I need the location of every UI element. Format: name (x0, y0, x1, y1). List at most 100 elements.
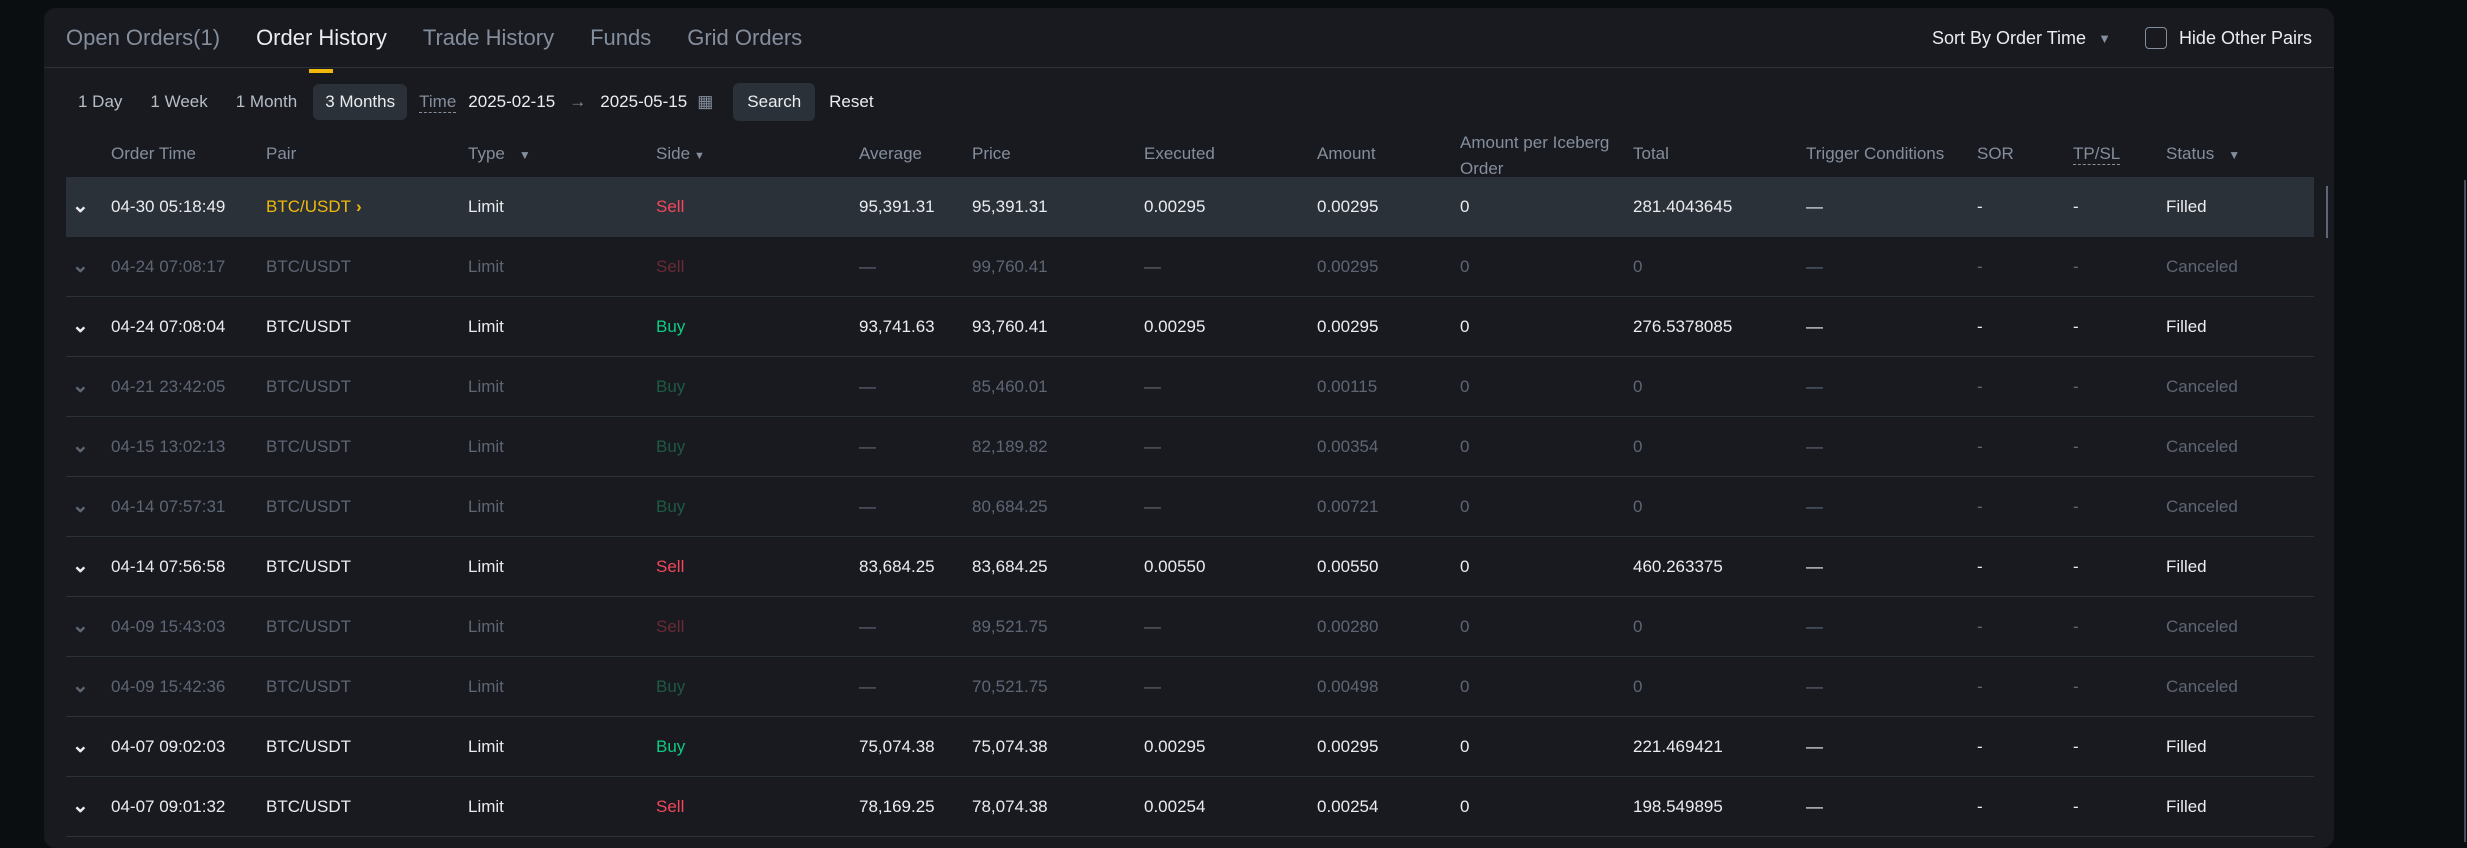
calendar-icon[interactable]: ▦ (697, 92, 714, 111)
table-row[interactable]: ⌄ 04-14 07:56:58 BTC/USDT Limit Sell 83,684.2… (66, 537, 2314, 597)
table-row[interactable]: ⌄ 04-07 09:01:32 BTC/USDT Limit Sell 78,169.2… (66, 777, 2314, 837)
hide-other-pairs-label[interactable]: Hide Other Pairs (2178, 27, 2312, 48)
cell-pair[interactable]: BTC/USDT (266, 437, 351, 456)
table-row[interactable]: ⌄ 04-24 07:08:17 BTC/USDT Limit Sell — 99,760.… (66, 237, 2314, 297)
cell-sor: - (1977, 677, 1983, 696)
cell-tpsl: - (2073, 497, 2079, 516)
cell-pair[interactable]: BTC/USDT (266, 377, 351, 396)
end-date-input[interactable]: 2025-05-15 (600, 92, 688, 111)
cell-pair[interactable]: BTC/USDT (266, 677, 351, 696)
table-row[interactable]: ⌄ 04-09 15:42:36 BTC/USDT Limit Buy — 70,521.7… (66, 657, 2314, 717)
col-status[interactable]: Status ▼ (2166, 144, 2241, 163)
cell-trigger: — (1806, 377, 1823, 396)
cell-time: 04-09 15:42:36 (111, 677, 226, 696)
cell-side: Sell (656, 557, 685, 576)
tab-trade-history[interactable]: Trade History (422, 24, 555, 50)
expand-chevron-icon[interactable]: ⌄ (72, 495, 89, 517)
start-date-input[interactable]: 2025-02-15 (468, 92, 556, 111)
cell-trigger: — (1806, 197, 1823, 216)
search-button[interactable]: Search (733, 83, 816, 121)
cell-pair[interactable]: BTC/USDT (266, 497, 351, 516)
table-row[interactable]: ⌄ 04-21 23:42:05 BTC/USDT Limit Buy — 85,460.0… (66, 357, 2314, 417)
tab-open-orders[interactable]: Open Orders(1) (66, 24, 221, 50)
col-side[interactable]: Side ▼ (656, 144, 705, 163)
expand-chevron-icon[interactable]: ⌄ (72, 315, 89, 337)
cell-iceberg: 0 (1460, 737, 1470, 756)
expand-chevron-icon[interactable]: ⌄ (72, 615, 89, 637)
tab-order-history[interactable]: Order History (256, 24, 387, 73)
expand-chevron-icon[interactable]: ⌄ (72, 675, 89, 697)
cell-type: Limit (468, 197, 504, 216)
cell-trigger: — (1806, 737, 1823, 756)
expand-chevron-icon[interactable]: ⌄ (72, 195, 89, 217)
cell-trigger: — (1806, 557, 1823, 576)
table-row[interactable]: ⌄ 04-30 05:18:49 BTC/USDT › Limit Sell 95,391.… (66, 177, 2314, 237)
cell-amount: 0.00550 (1317, 557, 1379, 576)
cell-tpsl: - (2073, 317, 2079, 336)
range-1-day[interactable]: 1 Day (78, 92, 123, 111)
col-type[interactable]: Type ▼ (468, 144, 531, 163)
cell-sor: - (1977, 377, 1983, 396)
cell-iceberg: 0 (1460, 497, 1470, 516)
cell-pair[interactable]: BTC/USDT (266, 797, 351, 816)
cell-trigger: — (1806, 257, 1823, 276)
cell-trigger: — (1806, 497, 1823, 516)
cell-pair[interactable]: BTC/USDT (266, 617, 351, 636)
cell-sor: - (1977, 737, 1983, 756)
cell-sor: - (1977, 317, 1983, 336)
reset-button[interactable]: Reset (829, 92, 874, 111)
cell-type: Limit (468, 497, 504, 516)
cell-sor: - (1977, 617, 1983, 636)
hide-other-pairs-checkbox[interactable] (2144, 27, 2167, 49)
table-row[interactable]: ⌄ 04-07 09:02:03 BTC/USDT Limit Buy 75,074.38… (66, 717, 2314, 777)
cell-status: Filled (2166, 557, 2207, 576)
cell-amount: 0.00354 (1317, 437, 1379, 456)
cell-executed: 0.00550 (1144, 557, 1206, 576)
expand-chevron-icon[interactable]: ⌄ (72, 375, 89, 397)
range-1-month[interactable]: 1 Month (235, 92, 298, 111)
page-scrollbar[interactable] (2464, 180, 2466, 842)
cell-time: 04-24 07:08:04 (111, 317, 226, 336)
chevron-right-icon[interactable]: › (356, 197, 362, 216)
expand-chevron-icon[interactable]: ⌄ (72, 735, 89, 757)
cell-total: 0 (1633, 677, 1643, 696)
table-row[interactable]: ⌄ 04-24 07:08:04 BTC/USDT Limit Buy 93,741.63… (66, 297, 2314, 357)
cell-type: Limit (468, 737, 504, 756)
cell-price: 70,521.75 (972, 677, 1048, 696)
tab-grid-orders[interactable]: Grid Orders (687, 24, 803, 50)
tab-funds[interactable]: Funds (590, 24, 652, 50)
cell-total: 198.549895 (1633, 797, 1723, 816)
cell-pair[interactable]: BTC/USDT (266, 557, 351, 576)
table-row[interactable]: ⌄ 04-09 15:43:03 BTC/USDT Limit Sell — 89,521.… (66, 597, 2314, 657)
table-row[interactable]: ⌄ 04-15 13:02:13 BTC/USDT Limit Buy — 82,189.8… (66, 417, 2314, 477)
cell-side: Sell (656, 257, 685, 276)
cell-trigger: — (1806, 677, 1823, 696)
range-1-week[interactable]: 1 Week (150, 92, 208, 111)
cell-executed: 0.00254 (1144, 797, 1206, 816)
cell-sor: - (1977, 437, 1983, 456)
cell-total: 460.263375 (1633, 557, 1723, 576)
cell-total: 281.4043645 (1633, 197, 1733, 216)
expand-chevron-icon[interactable]: ⌄ (72, 795, 89, 817)
cell-trigger: — (1806, 317, 1823, 336)
cell-tpsl: - (2073, 197, 2079, 216)
cell-executed: 0.00295 (1144, 317, 1206, 336)
cell-pair[interactable]: BTC/USDT (266, 317, 351, 336)
cell-pair[interactable]: BTC/USDT (266, 737, 351, 756)
arrow-right-icon: → (569, 92, 587, 111)
sort-dropdown[interactable]: Sort By Order Time ▼ (1932, 28, 2111, 49)
cell-price: 83,684.25 (972, 557, 1048, 576)
table-scrollbar[interactable] (2326, 186, 2328, 238)
cell-iceberg: 0 (1460, 377, 1470, 396)
cell-status: Filled (2166, 737, 2207, 756)
expand-chevron-icon[interactable]: ⌄ (72, 255, 89, 277)
cell-sor: - (1977, 197, 1983, 216)
range-3-months[interactable]: 3 Months (313, 84, 408, 120)
expand-chevron-icon[interactable]: ⌄ (72, 555, 89, 577)
cell-type: Limit (468, 677, 504, 696)
cell-tpsl: - (2073, 617, 2079, 636)
table-row[interactable]: ⌄ 04-14 07:57:31 BTC/USDT Limit Buy — 80,684.2… (66, 477, 2314, 537)
cell-pair[interactable]: BTC/USDT (266, 257, 351, 276)
cell-pair[interactable]: BTC/USDT (266, 197, 351, 216)
expand-chevron-icon[interactable]: ⌄ (72, 435, 89, 457)
